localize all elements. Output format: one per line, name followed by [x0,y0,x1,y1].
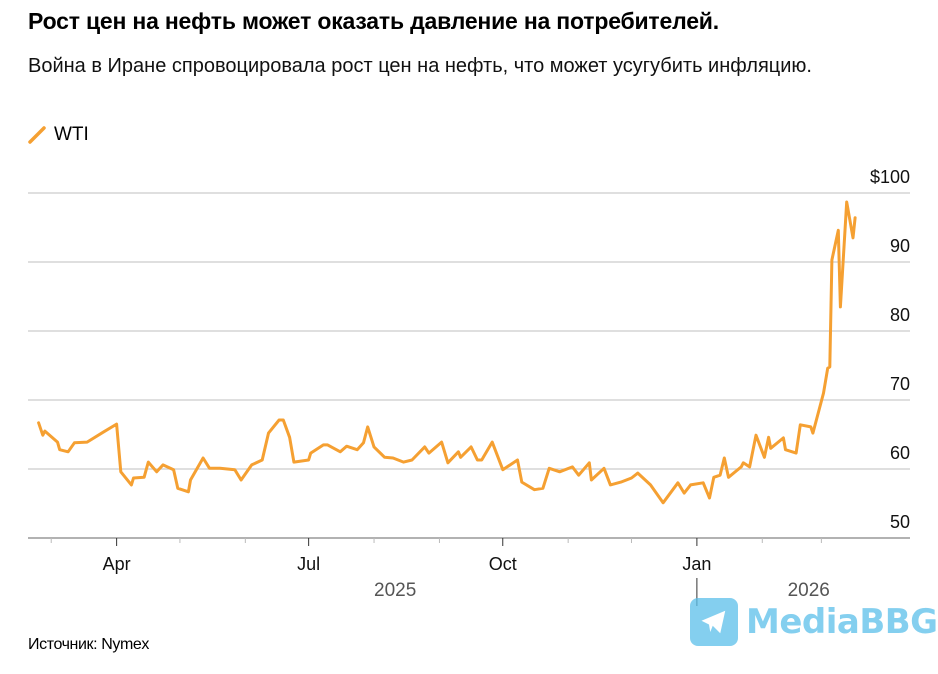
legend: WTI [28,124,89,146]
x-tick-label: Jul [297,554,320,574]
watermark-text: MediaBBG [746,602,938,642]
y-tick-label: 60 [890,443,910,463]
year-label: 2025 [374,580,416,601]
y-tick-label: 90 [890,236,910,256]
source-note: Источник: Nymex [28,636,149,653]
series-line-wti [37,200,857,505]
year-label: 2026 [788,580,830,601]
telegram-icon [690,598,738,646]
chart-subtitle: Война в Иране спровоцировала рост цен на… [28,55,812,77]
y-tick-label: 80 [890,305,910,325]
y-tick-label: 70 [890,374,910,394]
chart-title: Рост цен на нефть может оказать давление… [28,8,719,34]
x-tick-label: Oct [489,554,517,574]
legend-line-icon [28,126,46,144]
x-tick-label: Apr [103,554,131,574]
watermark: MediaBBG [690,598,938,646]
legend-label-wti: WTI [54,124,89,145]
x-tick-label: Jan [682,554,711,574]
y-tick-label: 50 [890,512,910,532]
y-tick-label: $100 [870,167,910,187]
